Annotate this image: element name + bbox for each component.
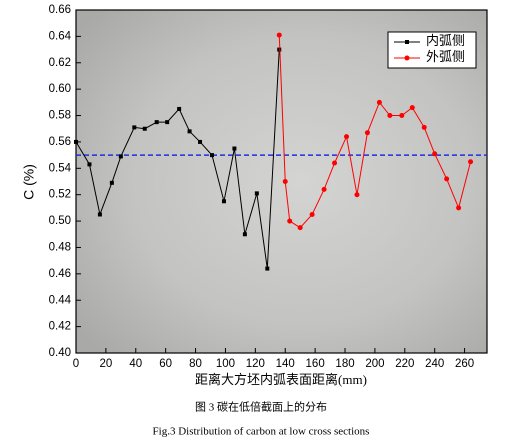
point [287,218,293,224]
x-tick-label: 240 [425,358,444,370]
point [142,126,147,131]
point [297,225,303,231]
x-tick-label: 140 [276,358,295,370]
point [399,113,405,119]
point [277,47,282,52]
point [444,176,450,182]
point [242,232,247,237]
legend-label: 外弧侧 [426,49,465,64]
point [282,179,288,184]
point [421,124,427,130]
point [97,212,102,217]
point [405,40,409,44]
point [132,125,137,130]
point [187,129,192,134]
point [254,191,259,196]
caption-en: Fig.3 Distribution of carbon at low cros… [153,426,370,438]
point [265,266,270,271]
y-tick-label: 0.44 [49,294,72,306]
point [198,139,203,144]
point [432,151,438,157]
point [364,130,370,136]
x-tick-label: 20 [99,358,112,370]
point [468,159,474,165]
point [165,120,170,125]
point [232,146,237,151]
y-tick-label: 0.40 [49,347,71,359]
point [177,106,182,111]
y-tick-label: 0.42 [49,321,71,333]
legend-label: 内弧侧 [426,33,465,48]
point [354,192,360,198]
x-tick-label: 60 [159,358,172,370]
x-tick-label: 260 [455,358,474,370]
y-tick-label: 0.66 [49,4,71,16]
point [87,162,92,167]
y-tick-label: 0.60 [49,83,71,95]
y-tick-label: 0.48 [49,241,71,253]
point [74,139,78,144]
point [332,160,338,166]
point [321,186,327,192]
y-tick-label: 0.62 [49,57,71,69]
x-tick-label: 40 [129,358,142,370]
point [456,205,462,211]
x-tick-label: 80 [189,358,202,370]
y-tick-label: 0.56 [49,136,71,148]
x-tick-label: 0 [73,358,79,370]
x-tick-label: 180 [335,358,354,370]
legend-box [387,31,477,69]
y-tick-label: 0.64 [49,30,72,42]
x-tick-label: 220 [395,358,414,370]
point [109,180,114,185]
x-axis-label: 距离大方坯内弧表面距离(mm) [195,372,367,387]
point [309,211,315,217]
point [118,154,123,159]
x-tick-label: 120 [246,358,265,370]
y-tick-label: 0.58 [49,110,71,122]
y-tick-label: 0.52 [49,189,71,201]
point [409,105,415,111]
caption-cn: 图 3 碳在低倍截面上的分布 [195,400,327,414]
point [276,32,282,38]
point [404,55,410,61]
x-tick-label: 200 [365,358,384,370]
y-tick-label: 0.46 [49,268,71,280]
point [344,134,350,140]
plot-frame [75,9,488,354]
y-tick-label: 0.50 [49,215,71,227]
y-axis-label: C (%) [21,164,37,200]
x-tick-label: 100 [216,358,235,370]
y-tick-label: 0.54 [49,162,72,174]
point [154,120,159,125]
x-tick-label: 160 [306,358,325,370]
point [387,113,393,119]
point [376,99,382,105]
point [221,199,226,204]
point [210,153,215,158]
